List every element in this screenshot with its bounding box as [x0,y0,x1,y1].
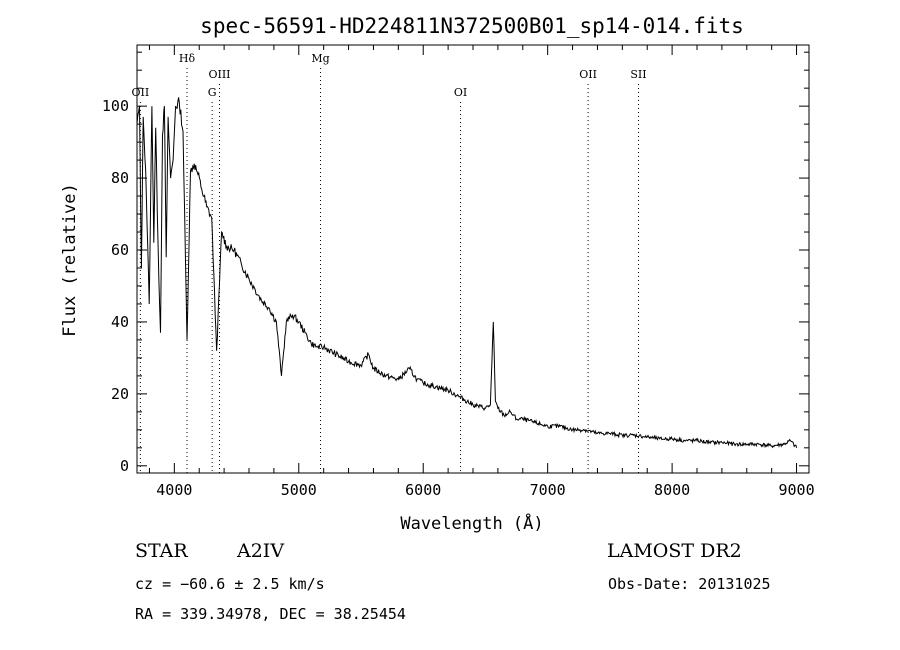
y-tick-label: 100 [102,97,129,115]
x-axis-label: Wavelength (Å) [400,512,543,534]
object-class: STAR [135,540,188,562]
line-marker-label: Mg [311,52,329,65]
velocity-label: cz = −60.6 ± 2.5 km/s [135,575,325,593]
line-marker-label: SII [630,68,646,81]
obs-date-label: Obs-Date: 20131025 [608,575,771,593]
x-tick-label: 5000 [281,481,317,499]
coordinates-label: RA = 339.34978, DEC = 38.25454 [135,605,406,623]
x-tick-label: 7000 [530,481,566,499]
chart-title: spec-56591-HD224811N372500B01_sp14-014.f… [200,14,744,38]
y-tick-label: 0 [120,457,129,475]
spectral-line-markers: OII Hδ OIII G Mg OI OII SII [132,52,647,473]
y-axis-label: Flux (relative) [60,183,80,337]
x-tick-label: 9000 [778,481,814,499]
survey-label: LAMOST DR2 [607,540,742,562]
line-marker-label: OII [579,68,597,81]
object-subclass: A2IV [237,540,285,562]
y-tick-label: 80 [111,169,129,187]
plot-frame [136,44,810,474]
y-tick-label: 40 [111,313,129,331]
line-marker-label: OIII [208,68,230,81]
y-tick-label: 20 [111,385,129,403]
spectrum-line [136,97,798,449]
x-tick-label: 6000 [405,481,441,499]
x-tick-label: 4000 [156,481,192,499]
line-marker-label: OI [454,86,467,99]
y-tick-label: 60 [111,241,129,259]
line-marker-label: Hδ [179,52,196,65]
axes: 4000 5000 6000 7000 8000 9000 0 20 40 60 80 100 [102,45,815,499]
line-marker-label: G [208,86,217,99]
x-tick-label: 8000 [654,481,690,499]
line-marker-label: OII [132,86,150,99]
